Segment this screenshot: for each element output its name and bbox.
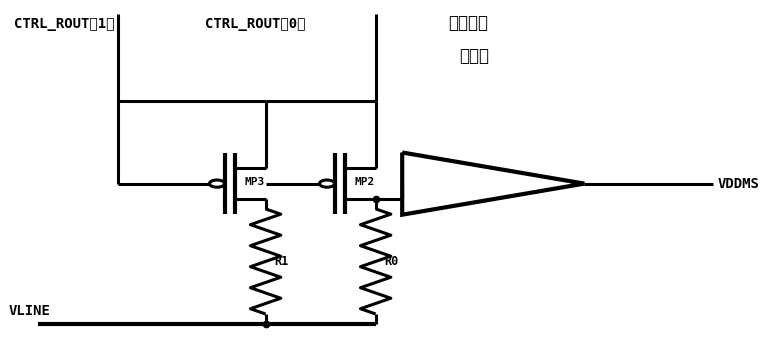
Text: 电压输出: 电压输出 [448, 14, 488, 32]
Text: VLINE: VLINE [9, 303, 51, 318]
Text: VDDMS: VDDMS [717, 177, 759, 190]
Text: R0: R0 [385, 255, 399, 268]
Text: CTRL_ROUT〈0〉: CTRL_ROUT〈0〉 [205, 17, 306, 31]
Text: 缓冲器: 缓冲器 [459, 47, 489, 65]
Text: CTRL_ROUT〈1〉: CTRL_ROUT〈1〉 [14, 17, 114, 31]
Text: R1: R1 [275, 255, 289, 268]
Text: MP2: MP2 [354, 177, 375, 187]
Text: MP3: MP3 [244, 177, 265, 187]
